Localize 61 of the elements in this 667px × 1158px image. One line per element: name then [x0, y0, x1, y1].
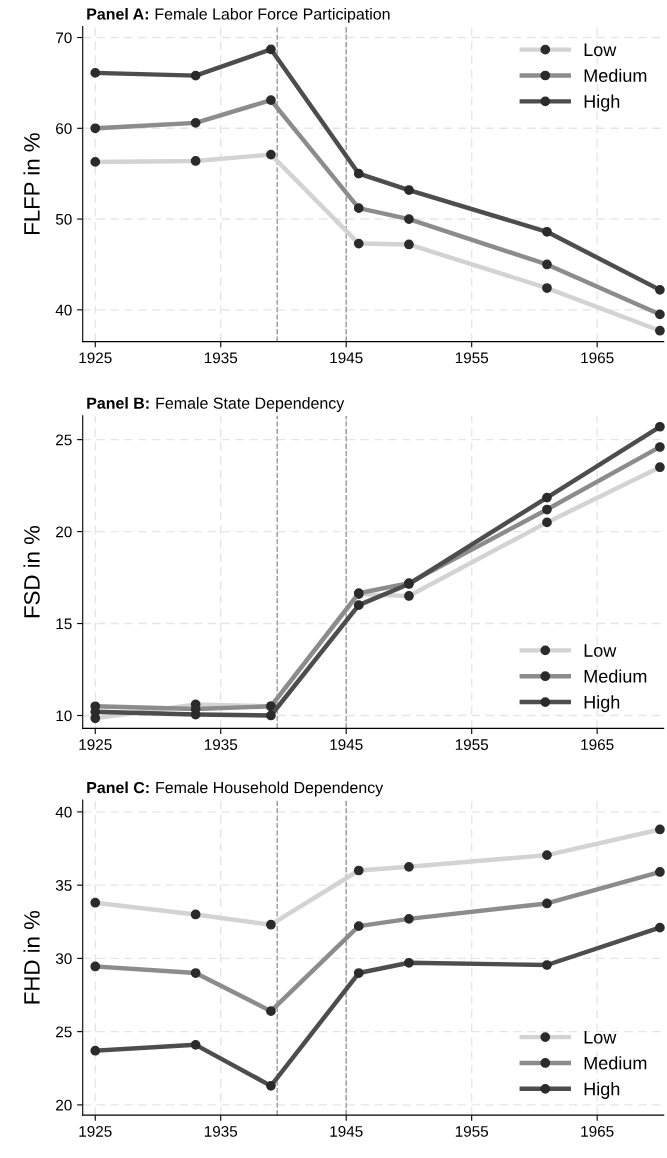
x-tick-label: 1935 [204, 739, 238, 751]
y-tick-label: 25 [56, 1026, 72, 1038]
legend-label: Low [584, 644, 617, 657]
point [353, 168, 364, 179]
y-tick-label: 20 [56, 526, 72, 538]
point [353, 968, 364, 978]
legend-label: High [584, 94, 620, 112]
legend-label: Medium [584, 669, 647, 683]
x-tick-label: 1955 [455, 1125, 489, 1137]
point [353, 600, 364, 611]
x-tick-label: 1945 [330, 739, 363, 751]
x-tick-label: 1935 [204, 1125, 238, 1137]
y-tick-label: 40 [55, 806, 72, 818]
x-tick-label: 1955 [455, 352, 489, 364]
x-tick-label: 1925 [79, 739, 112, 751]
x-tick-label: 1945 [330, 352, 363, 364]
y-tick-label: 60 [56, 123, 72, 134]
point [542, 226, 552, 237]
point [542, 960, 552, 970]
point [266, 44, 276, 55]
legend-label: Medium [584, 1056, 647, 1070]
point [266, 1080, 276, 1091]
y-axis-title: FLFP in % [23, 133, 40, 234]
x-tick-label: 1945 [330, 1125, 363, 1137]
y-tick-label: 10 [56, 710, 72, 722]
y-tick-label: 70 [56, 32, 72, 44]
y-tick-label: 25 [56, 434, 72, 446]
y-tick-label: 15 [56, 618, 72, 630]
point [266, 710, 276, 721]
y-tick-label: 40 [55, 304, 72, 316]
y-axis-title: FHD in % [23, 910, 40, 1004]
point [655, 922, 665, 933]
x-tick-label: 1955 [455, 739, 489, 751]
legend-label: Medium [584, 68, 647, 83]
y-tick-label: 35 [55, 880, 72, 891]
x-tick-label: 1925 [79, 352, 112, 364]
legend-label: Low [584, 1031, 617, 1044]
point [90, 68, 101, 78]
point [190, 1039, 201, 1050]
point [655, 421, 665, 432]
legend-label: Low [584, 43, 617, 57]
legend-label: High [584, 695, 620, 713]
x-tick-label: 1965 [581, 739, 614, 751]
y-axis-title: FSD in % [23, 525, 40, 618]
point [90, 1045, 101, 1056]
chart-title: Panel B: Female State Dependency [87, 397, 345, 412]
chart-title: Panel C: Female Household Dependency [87, 781, 384, 797]
x-tick-label: 1965 [581, 1125, 614, 1137]
x-tick-label: 1965 [581, 352, 614, 364]
x-tick-label: 1925 [79, 1125, 112, 1137]
y-tick-label: 30 [55, 953, 72, 965]
legend-label: High [584, 1082, 620, 1099]
y-tick-label: 50 [55, 213, 72, 225]
x-tick-label: 1935 [204, 352, 238, 364]
point [404, 185, 414, 195]
chart-title: Panel A: Female Labor Force Participation [87, 7, 390, 23]
point [542, 492, 552, 503]
point [190, 70, 201, 81]
y-tick-label: 20 [56, 1099, 72, 1111]
point [655, 285, 665, 295]
point [404, 957, 414, 968]
